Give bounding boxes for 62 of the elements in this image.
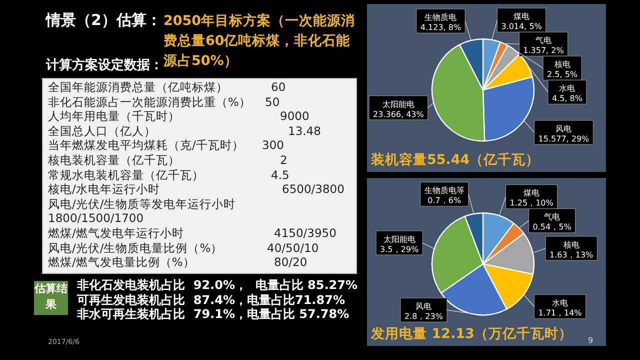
data-label: 2.8，23%: [404, 312, 444, 321]
text: 6500/3800: [282, 182, 344, 196]
slice-label: 水电: [559, 84, 576, 94]
text: 9000: [280, 109, 310, 124]
slice-label: 生物质电等: [424, 186, 464, 196]
text: 4150/3950: [274, 226, 336, 240]
text: 非化石能源占一次能源消费比重（%）: [48, 94, 251, 110]
text: 常规水电装机容量（亿千瓦）: [48, 168, 204, 183]
slice-label: 核电: [553, 60, 570, 70]
text: 核电装机容量（亿千瓦）: [48, 153, 180, 168]
data-label: 2.5, 5%: [547, 70, 578, 80]
text: 发用电量 12.13（万亿千瓦时）: [370, 325, 572, 342]
data-label: 4.5, 8%: [552, 94, 583, 104]
text: 计算方案设定数据：: [46, 56, 163, 74]
data-label: 3.5，29%: [380, 244, 419, 254]
slice-label: 太阳能电: [383, 234, 416, 244]
data-label: 1.63，13%: [550, 250, 594, 260]
text: 非水可再生装机占比 79.1%，电量占比 57.78%: [77, 306, 350, 323]
data-label: 4.123, 8%: [420, 23, 462, 32]
text: 全国总人口（亿人）: [48, 124, 156, 139]
slice-label: 煤电: [524, 188, 540, 198]
text: 情景（2）估算：: [46, 10, 162, 31]
text: 当年燃煤发电平均煤耗（克/千瓦时）: [48, 138, 244, 154]
text: 80/20: [274, 255, 308, 270]
data-label: 1.71，14%: [538, 308, 582, 318]
data-label: 1.25，10%: [510, 198, 554, 208]
text: 4.5: [271, 168, 290, 182]
slice-label: 气电: [536, 36, 552, 46]
text: 全国年能源消费总量（亿吨标煤）: [48, 80, 228, 95]
text: 300: [262, 138, 284, 152]
slice-label: 风电: [416, 302, 432, 311]
data-label: 15.577, 29%: [538, 134, 590, 144]
slice-label: 煤电: [514, 12, 530, 22]
text: 非化石发电装机占比 92.0%， 电量占比 85.27%: [77, 277, 358, 294]
text: 核电/水电年运行小时: [48, 182, 160, 198]
text: 估算结果: [34, 281, 68, 315]
data-label: 0.54，5%: [532, 222, 572, 232]
data-label: 1.357, 2%: [523, 46, 564, 56]
slice-label: 生物质电: [424, 13, 457, 22]
data-label: 3.014, 5%: [501, 22, 542, 32]
text: 13.48: [288, 124, 321, 138]
text: 1800/1500/1700: [48, 211, 144, 226]
slice-label: 水电: [552, 298, 568, 308]
slice-label: 风电: [556, 124, 572, 134]
text: 燃煤/燃气发电量比例（%）: [48, 255, 195, 270]
text: 风电/光伏/生物质电量比例（%）: [48, 240, 223, 256]
data-label: 0.7，6%: [428, 196, 462, 206]
text: 人均年用电量（千瓦时）: [48, 109, 180, 124]
text: 50: [265, 94, 280, 109]
slice-label: 气电: [544, 212, 560, 222]
text: 风电/光伏/生物质等发电年运行小时: [48, 196, 236, 212]
slice-label: 核电: [562, 240, 580, 250]
text: 9: [588, 336, 594, 345]
text: 60: [271, 80, 286, 94]
data-label: 23.366, 43%: [373, 110, 424, 119]
text: 可再生发电装机占比 87.4%，电量占比71.87%: [77, 292, 345, 308]
text: 燃煤/燃气发电年运行小时: [48, 226, 184, 241]
text: 40/50/10: [267, 240, 319, 255]
text: 2050年目标方案（一次能源消费总量60亿吨标煤，非化石能源占50%）: [163, 12, 356, 71]
slice-label: 太阳能电: [382, 100, 414, 109]
text: 装机容量55.44（亿千瓦）: [370, 151, 540, 168]
text: 2: [280, 153, 288, 167]
